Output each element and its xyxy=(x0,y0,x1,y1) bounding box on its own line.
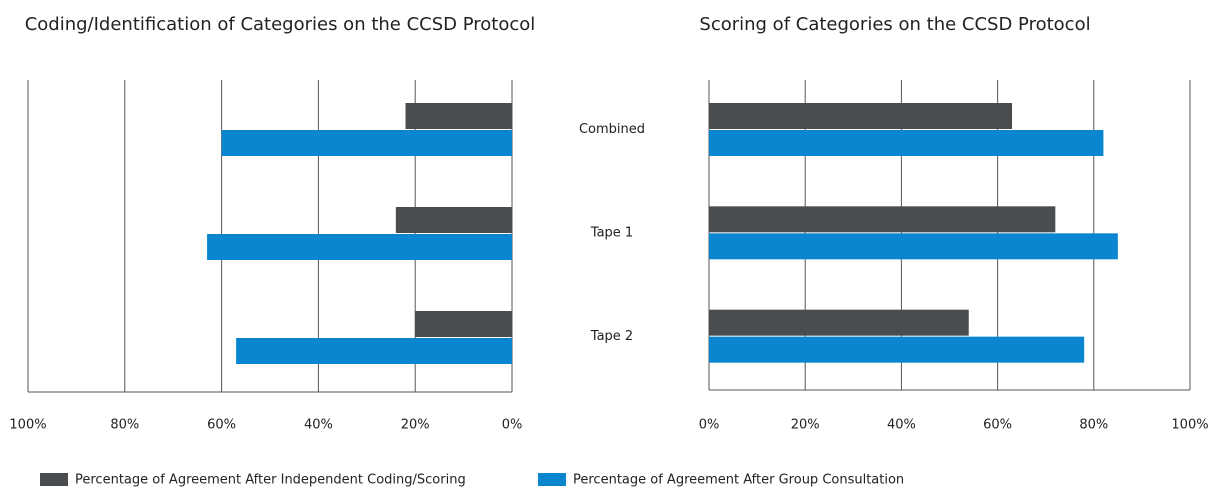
bar xyxy=(709,103,1013,129)
bar xyxy=(395,207,512,233)
x-tick-label: 0% xyxy=(502,418,523,433)
category-label: Tape 1 xyxy=(590,225,633,240)
x-tick-label: 80% xyxy=(1079,418,1108,433)
category-label: Combined xyxy=(579,122,645,137)
bar xyxy=(236,338,512,364)
bar xyxy=(709,233,1118,260)
x-tick-label: 100% xyxy=(9,418,46,433)
chart-title: Coding/Identification of Categories on t… xyxy=(25,14,536,35)
bar xyxy=(221,130,512,156)
x-tick-label: 60% xyxy=(983,418,1012,433)
legend-label: Percentage of Agreement After Independen… xyxy=(75,473,466,488)
legend-swatch xyxy=(538,473,566,486)
bar xyxy=(709,336,1085,363)
bar xyxy=(709,309,969,336)
bar xyxy=(709,206,1056,233)
chart-title: Scoring of Categories on the CCSD Protoc… xyxy=(699,14,1090,35)
legend-swatch xyxy=(40,473,68,486)
x-tick-label: 20% xyxy=(401,418,430,433)
bar xyxy=(405,103,512,129)
x-tick-label: 40% xyxy=(887,418,916,433)
bar xyxy=(415,311,512,337)
x-tick-label: 80% xyxy=(110,418,139,433)
bar xyxy=(709,130,1104,156)
bar xyxy=(207,234,512,260)
x-tick-label: 40% xyxy=(304,418,333,433)
x-tick-label: 100% xyxy=(1171,418,1208,433)
x-tick-label: 20% xyxy=(791,418,820,433)
x-tick-label: 60% xyxy=(207,418,236,433)
legend-label: Percentage of Agreement After Group Cons… xyxy=(573,473,904,488)
category-label: Tape 2 xyxy=(590,329,633,344)
x-tick-label: 0% xyxy=(699,418,720,433)
